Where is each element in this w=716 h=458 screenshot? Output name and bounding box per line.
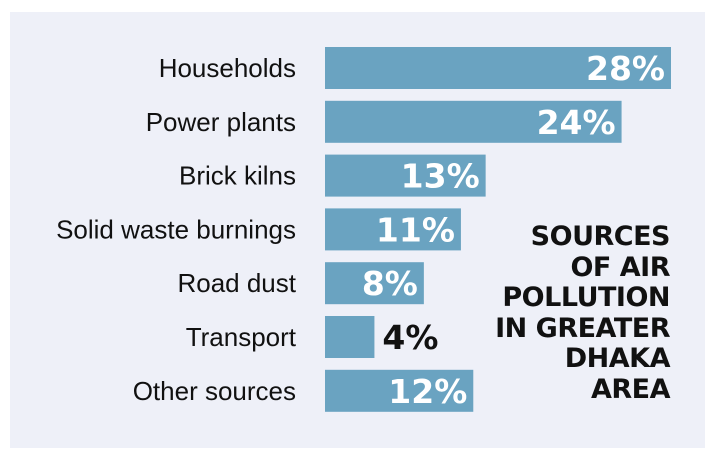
chart-title-line: AREA — [590, 373, 671, 405]
bar — [325, 100, 622, 143]
bar — [325, 316, 375, 358]
category-label: Solid waste burnings — [56, 214, 296, 244]
chart-title-line: SOURCES — [530, 221, 671, 252]
category-label: Road dust — [177, 268, 296, 298]
category-label: Households — [159, 53, 296, 83]
bar — [325, 47, 671, 89]
bar — [325, 208, 461, 251]
chart-title: SOURCES OF AIR POLLUTION IN GREATER DHAKA ARE… — [430, 221, 671, 405]
bar — [325, 262, 424, 305]
category-label: Power plants — [146, 107, 296, 137]
chart-title-line: IN GREATER — [495, 312, 670, 344]
value-label: 4% — [382, 318, 438, 357]
category-label: Transport — [186, 322, 297, 352]
chart-title-line: OF AIR — [570, 251, 670, 283]
category-label: Brick kilns — [179, 161, 296, 191]
bar — [325, 369, 474, 412]
value-label: 24% — [537, 103, 616, 142]
chart-title-line: POLLUTION — [502, 282, 670, 313]
value-label: 8% — [362, 264, 418, 303]
value-label: 13% — [401, 157, 480, 196]
value-label: 28% — [586, 49, 665, 88]
value-label: 11% — [376, 210, 455, 249]
value-label: 12% — [388, 372, 467, 411]
category-label: Other sources — [133, 376, 296, 406]
bar — [325, 154, 486, 197]
chart-title-line: DHAKA — [564, 343, 671, 374]
